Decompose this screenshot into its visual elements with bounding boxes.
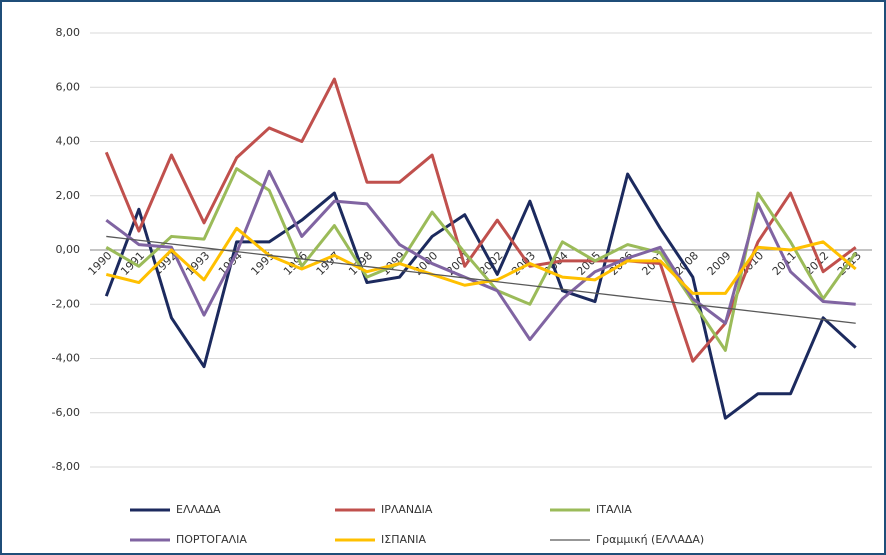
series-line (106, 235, 856, 324)
y-tick-label: -2,00 (52, 297, 80, 310)
legend-label: Γραμμική (ΕΛΛΑΔΑ) (596, 533, 704, 546)
legend-label: ΙΡΛΑΝΔΙΑ (381, 503, 433, 516)
y-tick-label: -8,00 (52, 460, 80, 473)
series-line (104, 77, 857, 363)
y-tick-label: 6,00 (56, 80, 81, 93)
legend-label: ΕΛΛΑΔΑ (176, 503, 221, 516)
series-line (105, 167, 857, 352)
y-tick-label: 0,00 (56, 243, 81, 256)
y-tick-label: 8,00 (56, 26, 81, 39)
y-tick-label: -6,00 (52, 406, 80, 419)
y-tick-label: 2,00 (56, 189, 81, 202)
legend-label: ΠΟΡΤΟΓΑΛΙΑ (176, 533, 247, 546)
y-tick-label: -4,00 (52, 352, 80, 365)
legend-label: ΙΣΠΑΝΙΑ (381, 533, 426, 546)
y-tick-label: 4,00 (56, 135, 81, 148)
series-line (105, 226, 857, 295)
legend-label: ΙΤΑΛΙΑ (596, 503, 632, 516)
